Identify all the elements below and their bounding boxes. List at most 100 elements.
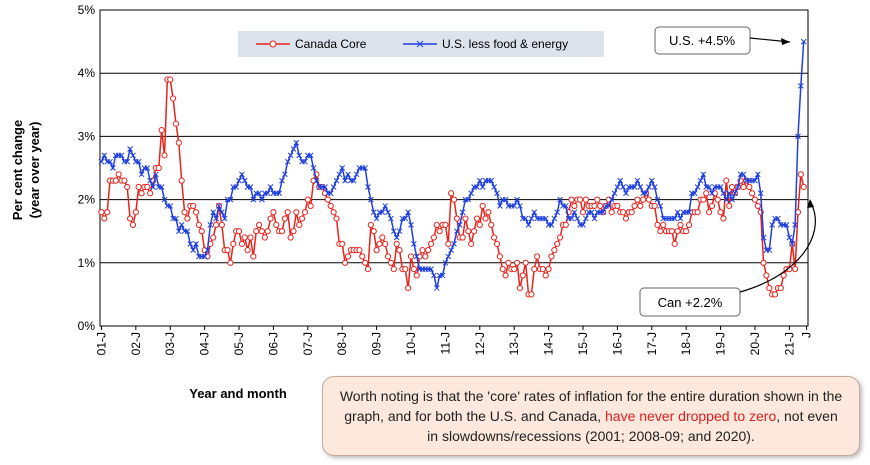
data-point [98, 158, 105, 165]
annotation: U.S. +4.5% [669, 33, 736, 48]
data-point [577, 196, 584, 203]
data-point [706, 209, 713, 216]
data-point [752, 177, 758, 184]
data-point [691, 190, 698, 197]
data-point [792, 222, 798, 228]
plot-area [99, 9, 809, 327]
data-point [769, 222, 776, 228]
data-point [628, 209, 635, 216]
data-point [396, 247, 403, 254]
data-point [341, 259, 349, 266]
data-point [121, 177, 128, 184]
data-point [488, 221, 495, 228]
data-point [640, 196, 647, 203]
data-point [511, 266, 518, 273]
data-point [582, 196, 589, 203]
data-point [147, 177, 154, 184]
data-point [345, 171, 351, 178]
data-point [356, 247, 363, 254]
data-point [290, 146, 297, 152]
data-point [284, 158, 291, 165]
data-point [296, 221, 303, 228]
data-point [339, 165, 346, 171]
data-point [766, 284, 773, 292]
x-axis-title: Year and month [189, 386, 287, 401]
data-point [367, 221, 374, 228]
data-point [267, 184, 274, 190]
x-tick-label: 05-J [232, 332, 246, 355]
data-point [683, 228, 690, 235]
data-point [476, 177, 483, 184]
data-point [216, 203, 222, 209]
data-point [101, 152, 108, 159]
data-point [101, 215, 108, 222]
data-point [307, 202, 314, 210]
data-point [548, 253, 555, 260]
data-point [479, 184, 486, 190]
data-point [588, 209, 595, 216]
x-tick-label: 14-J [542, 332, 556, 355]
data-point [522, 215, 529, 222]
data-point [195, 221, 202, 228]
data-point [287, 234, 294, 241]
data-point [674, 209, 681, 216]
data-point [516, 284, 524, 292]
data-point [210, 209, 217, 216]
data-point [571, 209, 578, 216]
data-point [270, 209, 277, 216]
data-point [726, 190, 733, 197]
data-point [241, 177, 248, 184]
legend-marker [416, 40, 424, 48]
data-point [708, 202, 716, 210]
data-point [192, 209, 200, 216]
data-point [494, 190, 500, 197]
data-point [284, 209, 291, 216]
data-point [190, 247, 197, 254]
data-point [115, 171, 122, 178]
data-point [402, 215, 409, 222]
data-point [634, 196, 641, 203]
data-point [287, 152, 294, 159]
data-point [709, 190, 715, 197]
data-point [264, 190, 271, 197]
y-tick-label: 1% [78, 256, 96, 270]
data-point [167, 203, 174, 209]
data-point [428, 266, 434, 272]
data-point [548, 222, 555, 228]
data-point [379, 209, 386, 216]
data-point [677, 221, 684, 228]
data-point [135, 158, 142, 165]
y-axis-title: Per cent change [10, 120, 25, 220]
data-point [677, 215, 684, 222]
data-point [614, 202, 621, 210]
data-point [634, 177, 641, 184]
data-point [112, 177, 119, 184]
data-point [175, 139, 182, 146]
data-point [539, 266, 546, 273]
data-point [476, 221, 483, 228]
data-point [201, 253, 208, 260]
data-point [187, 240, 194, 247]
data-point [474, 184, 480, 190]
note-text: , not even in slowdowns/recessions (2001… [427, 408, 838, 444]
legend-label: Canada Core [295, 37, 367, 51]
x-tick-label: 19-J [714, 332, 728, 355]
data-point [298, 215, 306, 222]
data-point [107, 158, 113, 165]
data-point [671, 215, 678, 222]
x-tick-label: 20-J [748, 332, 762, 355]
data-point [410, 266, 417, 273]
data-point [124, 183, 131, 191]
data-point [224, 247, 231, 254]
data-point [181, 209, 188, 216]
data-point [717, 209, 724, 216]
data-point [339, 240, 346, 247]
data-point [382, 240, 389, 247]
data-point [717, 184, 724, 190]
data-point [726, 202, 733, 210]
data-point [637, 184, 644, 190]
data-point [491, 184, 497, 190]
data-point [583, 215, 589, 222]
data-point [697, 177, 704, 184]
data-point [775, 215, 781, 222]
